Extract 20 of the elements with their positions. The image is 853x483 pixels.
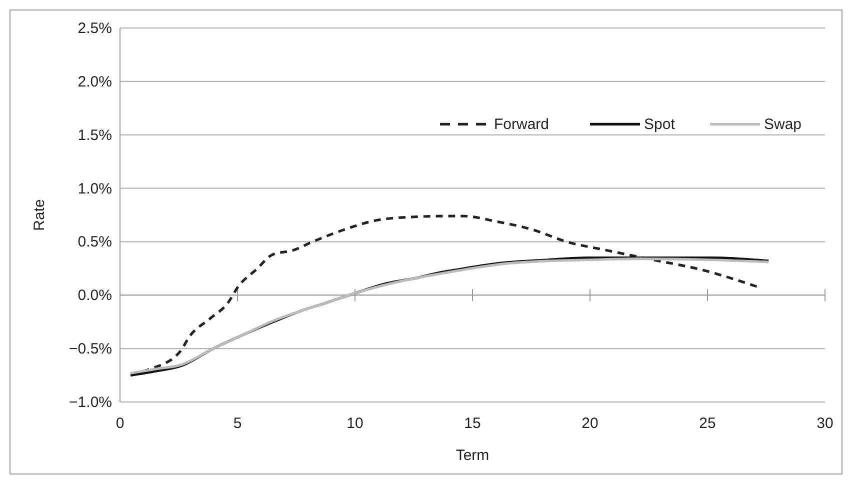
legend-label: Swap [764, 116, 802, 134]
y-tick-label: 2.5% [78, 20, 112, 37]
y-tick-label: −0.5% [69, 340, 112, 358]
legend-label: Forward [494, 116, 550, 134]
legend-label: Spot [644, 116, 676, 134]
y-tick-label: 1.5% [78, 126, 112, 144]
x-tick-label: 10 [346, 415, 364, 432]
y-tick-label: 1.0% [78, 180, 112, 198]
y-tick-label: 2.0% [78, 73, 112, 90]
x-tick-label: 0 [116, 415, 124, 432]
x-tick-label: 20 [582, 415, 598, 432]
y-tick-label: 0.0% [78, 287, 112, 304]
y-tick-label: 0.5% [78, 234, 112, 251]
x-tick-label: 15 [464, 415, 481, 432]
x-tick-label: 30 [816, 415, 834, 432]
y-axis-title: Rate [31, 199, 48, 231]
y-tick-label: −1.0% [69, 394, 112, 411]
x-tick-label: 25 [699, 415, 716, 432]
x-tick-label: 5 [233, 415, 242, 432]
x-axis-title: Term [456, 447, 490, 464]
